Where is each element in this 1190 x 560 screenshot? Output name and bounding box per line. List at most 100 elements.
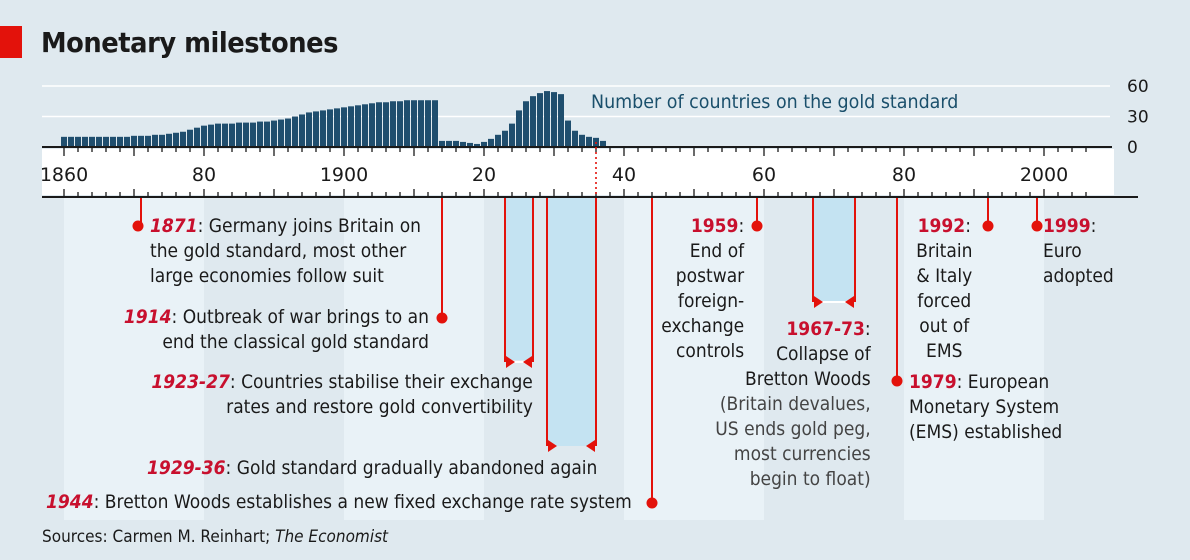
bar bbox=[250, 122, 256, 147]
event-1992: 1992: Britain & Italy forced out of EMS bbox=[916, 215, 973, 362]
event-year: 1914 bbox=[123, 306, 172, 328]
bar bbox=[516, 110, 522, 147]
event-leaders bbox=[132, 198, 1043, 509]
event-dot bbox=[982, 220, 994, 232]
event-text-line: Euro bbox=[1043, 240, 1082, 262]
bar bbox=[383, 102, 389, 147]
bar bbox=[222, 123, 228, 147]
bar bbox=[404, 100, 410, 147]
timeline-bands bbox=[64, 198, 1044, 520]
bar bbox=[320, 110, 326, 147]
bar bbox=[187, 129, 193, 147]
event-1929-36: 1929-36: Gold standard gradually abandon… bbox=[146, 457, 597, 479]
time-axis: 1860 80 1900 20 40 60 80 2000 bbox=[40, 142, 1138, 198]
event-text-line: controls bbox=[675, 340, 744, 362]
x-tick-label: 40 bbox=[612, 164, 636, 186]
bar bbox=[145, 135, 151, 147]
x-tick-label: 1860 bbox=[40, 164, 88, 186]
bar bbox=[467, 142, 473, 147]
bar bbox=[173, 132, 179, 147]
bar bbox=[544, 91, 550, 147]
event-dot bbox=[436, 312, 448, 324]
bar bbox=[306, 112, 312, 147]
event-text-line: Bretton Woods bbox=[745, 368, 871, 390]
event-dot bbox=[891, 375, 903, 387]
event-note-line: US ends gold peg, bbox=[715, 418, 871, 440]
bar bbox=[537, 93, 543, 147]
bar bbox=[299, 114, 305, 147]
bar bbox=[327, 109, 333, 147]
bar bbox=[425, 100, 431, 147]
bar bbox=[418, 100, 424, 147]
bar bbox=[579, 134, 585, 147]
period-band-2 bbox=[813, 198, 855, 302]
y-tick-label: 60 bbox=[1127, 77, 1149, 97]
bar bbox=[152, 134, 158, 147]
event-note-line: begin to float) bbox=[750, 468, 871, 490]
period-band-0 bbox=[505, 198, 533, 360]
bar bbox=[397, 101, 403, 147]
sources-publication: The Economist bbox=[275, 527, 389, 547]
bar bbox=[523, 101, 529, 147]
event-note-line: most currencies bbox=[734, 443, 871, 465]
bar bbox=[509, 123, 515, 147]
page-title: Monetary milestones bbox=[41, 26, 339, 59]
bar bbox=[194, 127, 200, 147]
event-dot bbox=[1031, 220, 1043, 232]
bar bbox=[103, 136, 109, 147]
bar bbox=[530, 96, 536, 147]
event-text-line: Gold standard gradually abandoned again bbox=[236, 457, 597, 479]
axis-strip bbox=[42, 149, 1114, 195]
bar bbox=[243, 122, 249, 147]
bar bbox=[502, 130, 508, 147]
bar bbox=[481, 141, 487, 147]
bar bbox=[201, 125, 207, 147]
arrow-left-icon bbox=[523, 356, 532, 368]
event-text-line: Collapse of bbox=[776, 343, 871, 365]
bar bbox=[390, 101, 396, 147]
bar bbox=[572, 130, 578, 147]
event-year: 1992 bbox=[917, 215, 966, 237]
y-tick-label: 0 bbox=[1127, 138, 1138, 158]
decade-band-3 bbox=[904, 198, 1044, 520]
bar bbox=[236, 122, 242, 147]
chart-title: Number of countries on the gold standard bbox=[591, 91, 959, 113]
bar bbox=[341, 107, 347, 147]
event-year: 1944 bbox=[46, 491, 94, 513]
bar bbox=[285, 118, 291, 147]
event-1923-27: 1923-27: Countries stabilise their excha… bbox=[151, 371, 533, 418]
decade-band-0 bbox=[64, 198, 204, 520]
decade-band-2 bbox=[624, 198, 764, 520]
sources-note: Sources: Carmen M. Reinhart; The Economi… bbox=[42, 527, 388, 547]
event-text-line: postwar bbox=[675, 265, 744, 287]
arrow-left-icon bbox=[845, 296, 854, 308]
x-tick-label: 60 bbox=[752, 164, 776, 186]
event-1979: 1979: European Monetary System (EMS) estab… bbox=[909, 371, 1063, 443]
bar bbox=[229, 123, 235, 147]
event-year: 1929-36 bbox=[146, 457, 226, 479]
bar bbox=[264, 121, 270, 147]
event-1944: 1944: Bretton Woods establishes a new fi… bbox=[46, 491, 632, 513]
bar bbox=[124, 136, 130, 147]
event-dot bbox=[132, 220, 144, 232]
bar bbox=[271, 120, 277, 147]
bar bbox=[432, 100, 438, 147]
bar bbox=[313, 111, 319, 147]
arrow-right-icon bbox=[814, 296, 823, 308]
event-text-line: Bretton Woods establishes a new fixed ex… bbox=[104, 491, 632, 513]
bar bbox=[558, 94, 564, 147]
bar bbox=[355, 105, 361, 147]
bar bbox=[110, 136, 116, 147]
event-text-line: End of bbox=[689, 240, 744, 262]
event-1959: 1959: End of postwar foreign-exchange contro… bbox=[661, 215, 744, 362]
event-year: 1967-73 bbox=[786, 318, 866, 340]
arrow-left-icon bbox=[586, 440, 595, 452]
event-text-line: end the classical gold standard bbox=[162, 331, 429, 353]
event-year: 1959 bbox=[690, 215, 739, 237]
event-text-line: forced bbox=[917, 290, 972, 312]
bar bbox=[369, 103, 375, 147]
bar bbox=[565, 120, 571, 147]
x-tick-label: 80 bbox=[192, 164, 216, 186]
